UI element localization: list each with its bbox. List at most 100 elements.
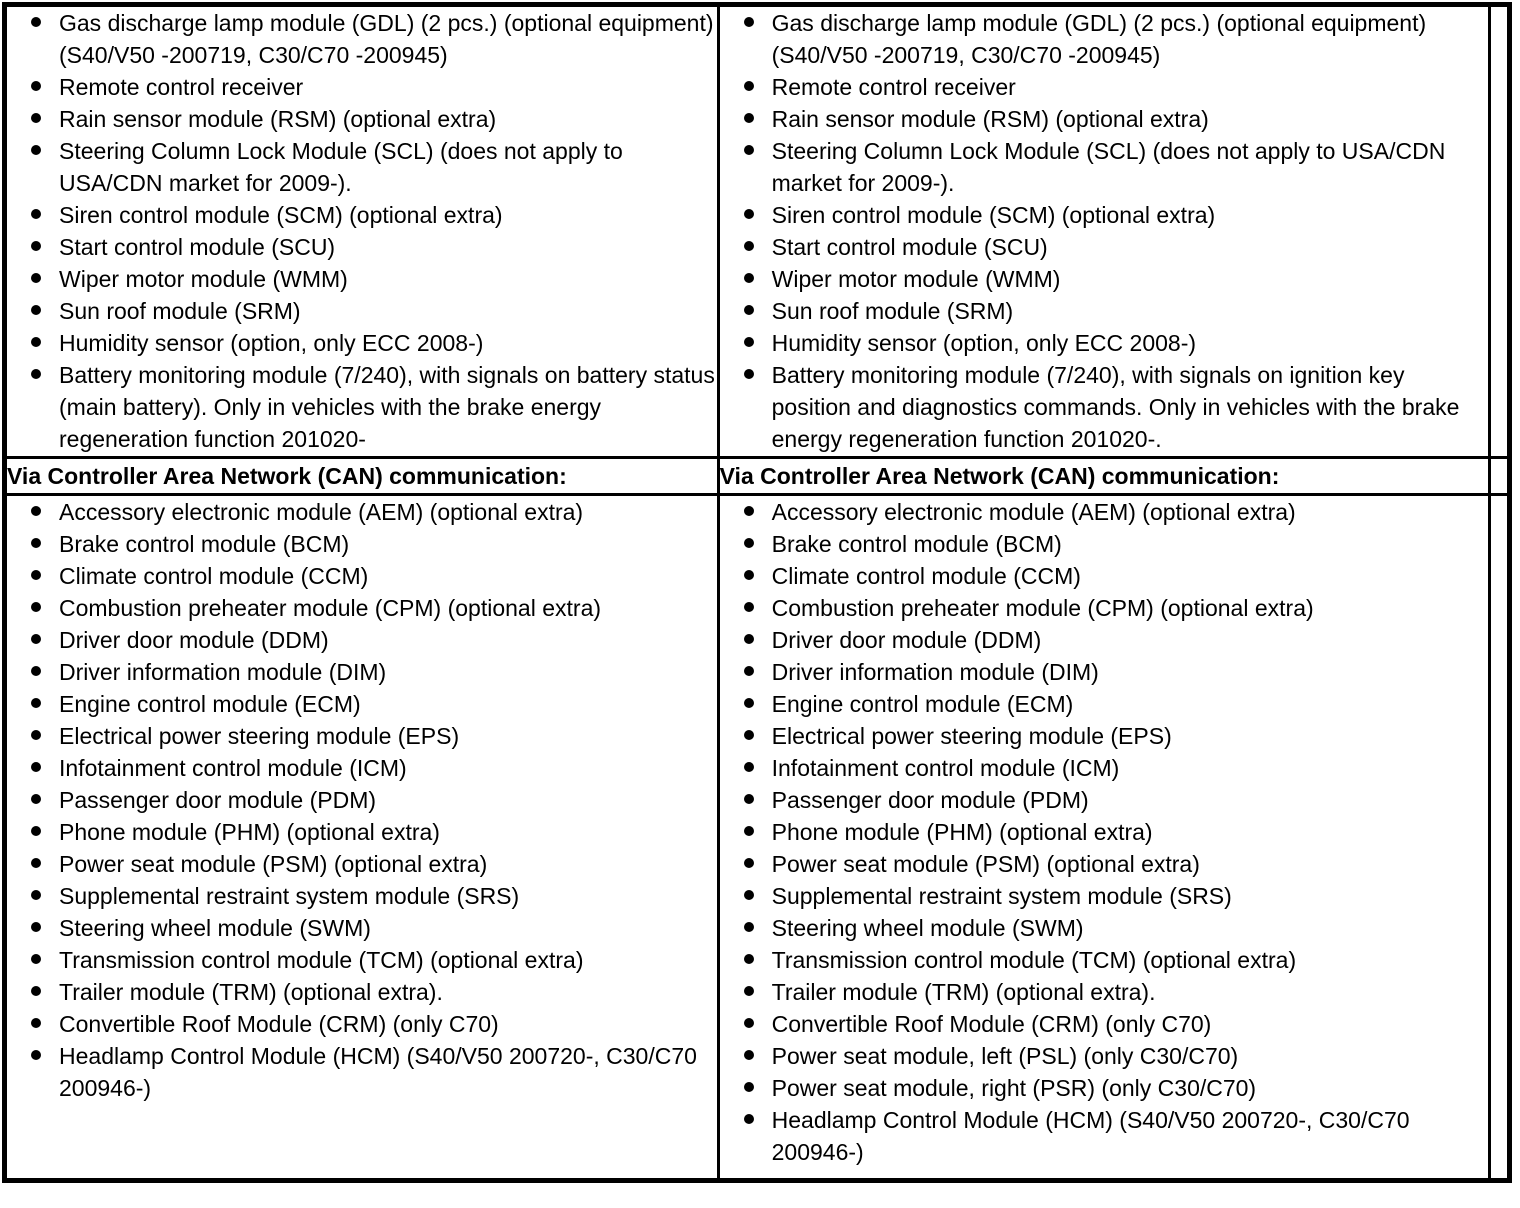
list-item-text: Phone module (PHM) (optional extra) xyxy=(771,819,1153,845)
list-item: Engine control module (ECM) xyxy=(720,688,1488,720)
list-item-text: Humidity sensor (option, only ECC 2008-) xyxy=(771,330,1197,356)
bullet-icon xyxy=(31,698,41,708)
list-item: Sun roof module (SRM) xyxy=(720,295,1488,327)
list-item: Electrical power steering module (EPS) xyxy=(720,720,1488,752)
bullet-icon xyxy=(31,113,41,123)
list-item-text: Convertible Roof Module (CRM) (only C70) xyxy=(771,1011,1212,1037)
bullet-icon xyxy=(743,145,754,155)
bullet-icon xyxy=(743,241,754,251)
bullet-icon xyxy=(743,762,754,772)
list-item: Engine control module (ECM) xyxy=(7,688,717,720)
list-item: Driver door module (DDM) xyxy=(720,624,1488,656)
list-item-text: Electrical power steering module (EPS) xyxy=(771,723,1172,749)
bullet-icon xyxy=(31,305,41,315)
bullet-icon xyxy=(31,1018,41,1028)
bullet-icon xyxy=(743,1018,754,1028)
bullet-icon xyxy=(31,666,41,676)
module-list-can-right: Accessory electronic module (AEM) (optio… xyxy=(720,496,1488,1168)
list-item: Driver information module (DIM) xyxy=(720,656,1488,688)
bullet-icon xyxy=(743,81,754,91)
list-item: Driver door module (DDM) xyxy=(7,624,717,656)
bullet-icon xyxy=(743,954,754,964)
list-item: Remote control receiver xyxy=(7,71,717,103)
table-row-can-header: Via Controller Area Network (CAN) commun… xyxy=(3,456,1512,496)
bullet-icon xyxy=(743,17,754,27)
list-item-text: Steering Column Lock Module (SCL) (does … xyxy=(771,138,1446,196)
list-item: Passenger door module (PDM) xyxy=(7,784,717,816)
cell-bottom-left: Accessory electronic module (AEM) (optio… xyxy=(3,493,720,1182)
list-item-text: Driver door module (DDM) xyxy=(59,627,329,653)
bullet-icon xyxy=(743,506,754,516)
bullet-icon xyxy=(743,337,754,347)
bullet-icon xyxy=(743,570,754,580)
list-item-text: Transmission control module (TCM) (optio… xyxy=(771,947,1297,973)
list-item: Phone module (PHM) (optional extra) xyxy=(7,816,717,848)
list-item-text: Power seat module (PSM) (optional extra) xyxy=(771,851,1200,877)
bullet-icon xyxy=(31,209,41,219)
list-item-text: Transmission control module (TCM) (optio… xyxy=(59,947,584,973)
list-item-text: Convertible Roof Module (CRM) (only C70) xyxy=(59,1011,499,1037)
bullet-icon xyxy=(743,538,754,548)
spacer-cell-header xyxy=(1487,456,1512,496)
bullet-icon xyxy=(31,986,41,996)
list-item: Combustion preheater module (CPM) (optio… xyxy=(7,592,717,624)
bullet-icon xyxy=(31,858,41,868)
module-list-top-left: Gas discharge lamp module (GDL) (2 pcs.)… xyxy=(7,7,717,455)
bullet-icon xyxy=(31,602,41,612)
list-item: Power seat module, right (PSR) (only C30… xyxy=(720,1072,1488,1104)
list-item: Siren control module (SCM) (optional ext… xyxy=(7,199,717,231)
bullet-icon xyxy=(31,890,41,900)
list-item: Infotainment control module (ICM) xyxy=(720,752,1488,784)
modules-table: Gas discharge lamp module (GDL) (2 pcs.)… xyxy=(2,2,1512,1183)
list-item-text: Wiper motor module (WMM) xyxy=(771,266,1061,292)
list-item-text: Trailer module (TRM) (optional extra). xyxy=(771,979,1156,1005)
bullet-icon xyxy=(743,305,754,315)
list-item-text: Accessory electronic module (AEM) (optio… xyxy=(59,499,584,525)
bullet-icon xyxy=(31,369,41,379)
list-item: Wiper motor module (WMM) xyxy=(7,263,717,295)
spacer-cell-bottom xyxy=(1487,493,1512,1182)
list-item: Battery monitoring module (7/240), with … xyxy=(7,359,717,455)
list-item: Trailer module (TRM) (optional extra). xyxy=(720,976,1488,1008)
list-item-text: Remote control receiver xyxy=(59,74,304,100)
list-item-text: Sun roof module (SRM) xyxy=(771,298,1014,324)
list-item: Accessory electronic module (AEM) (optio… xyxy=(720,496,1488,528)
bullet-icon xyxy=(31,794,41,804)
list-item: Transmission control module (TCM) (optio… xyxy=(720,944,1488,976)
list-item: Rain sensor module (RSM) (optional extra… xyxy=(7,103,717,135)
bullet-icon xyxy=(743,890,754,900)
list-item: Start control module (SCU) xyxy=(720,231,1488,263)
list-item-text: Infotainment control module (ICM) xyxy=(771,755,1120,781)
bullet-icon xyxy=(743,986,754,996)
cell-top-left: Gas discharge lamp module (GDL) (2 pcs.)… xyxy=(3,3,720,459)
list-item: Power seat module, left (PSL) (only C30/… xyxy=(720,1040,1488,1072)
list-item-text: Gas discharge lamp module (GDL) (2 pcs.)… xyxy=(771,10,1427,68)
bullet-icon xyxy=(31,826,41,836)
list-item: Convertible Roof Module (CRM) (only C70) xyxy=(720,1008,1488,1040)
list-item-text: Wiper motor module (WMM) xyxy=(59,266,348,292)
list-item-text: Driver information module (DIM) xyxy=(59,659,387,685)
list-item-text: Infotainment control module (ICM) xyxy=(59,755,407,781)
bullet-icon xyxy=(31,570,41,580)
list-item-text: Driver information module (DIM) xyxy=(771,659,1099,685)
list-item: Accessory electronic module (AEM) (optio… xyxy=(7,496,717,528)
list-item-text: Supplemental restraint system module (SR… xyxy=(59,883,520,909)
bullet-icon xyxy=(31,954,41,964)
list-item-text: Brake control module (BCM) xyxy=(59,531,350,557)
bullet-icon xyxy=(31,762,41,772)
list-item-text: Power seat module (PSM) (optional extra) xyxy=(59,851,488,877)
table-row-top: Gas discharge lamp module (GDL) (2 pcs.)… xyxy=(3,3,1512,459)
list-item-text: Remote control receiver xyxy=(771,74,1016,100)
bullet-icon xyxy=(31,922,41,932)
bullet-icon xyxy=(31,730,41,740)
list-item: Start control module (SCU) xyxy=(7,231,717,263)
list-item: Infotainment control module (ICM) xyxy=(7,752,717,784)
list-item: Supplemental restraint system module (SR… xyxy=(7,880,717,912)
list-item: Steering wheel module (SWM) xyxy=(720,912,1488,944)
list-item-text: Gas discharge lamp module (GDL) (2 pcs.)… xyxy=(59,10,714,68)
bullet-icon xyxy=(743,826,754,836)
list-item-text: Driver door module (DDM) xyxy=(771,627,1042,653)
spacer-cell-top xyxy=(1487,3,1512,459)
module-list-can-left: Accessory electronic module (AEM) (optio… xyxy=(7,496,717,1104)
list-item: Siren control module (SCM) (optional ext… xyxy=(720,199,1488,231)
